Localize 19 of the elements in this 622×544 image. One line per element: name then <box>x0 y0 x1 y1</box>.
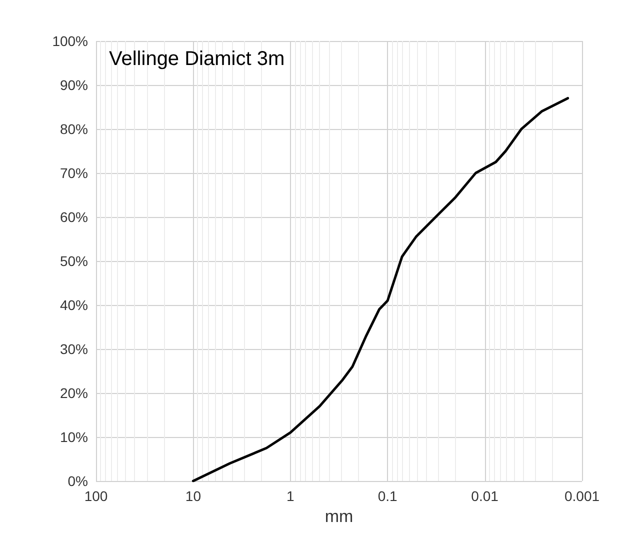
x-tick-label: 1 <box>286 488 294 504</box>
x-tick-label: 0.001 <box>564 488 600 504</box>
y-tick-label: 70% <box>60 165 88 181</box>
x-tick-label: 0.01 <box>471 488 499 504</box>
x-tick-label: 0.1 <box>378 488 398 504</box>
x-tick-label: 100 <box>84 488 108 504</box>
y-tick-label: 10% <box>60 429 88 445</box>
y-tick-label: 90% <box>60 77 88 93</box>
y-tick-label: 30% <box>60 341 88 357</box>
x-axis-title: mm <box>324 506 354 526</box>
x-tick-label: 10 <box>185 488 202 504</box>
y-tick-label: 50% <box>60 253 88 269</box>
y-tick-label: 40% <box>60 297 88 313</box>
y-tick-label: 0% <box>68 473 88 489</box>
y-tick-label: 100% <box>52 33 88 49</box>
y-tick-label: 60% <box>60 209 88 225</box>
chart-title: Vellinge Diamict 3m <box>109 48 285 70</box>
y-tick-label: 20% <box>60 385 88 401</box>
y-tick-label: 80% <box>60 121 88 137</box>
